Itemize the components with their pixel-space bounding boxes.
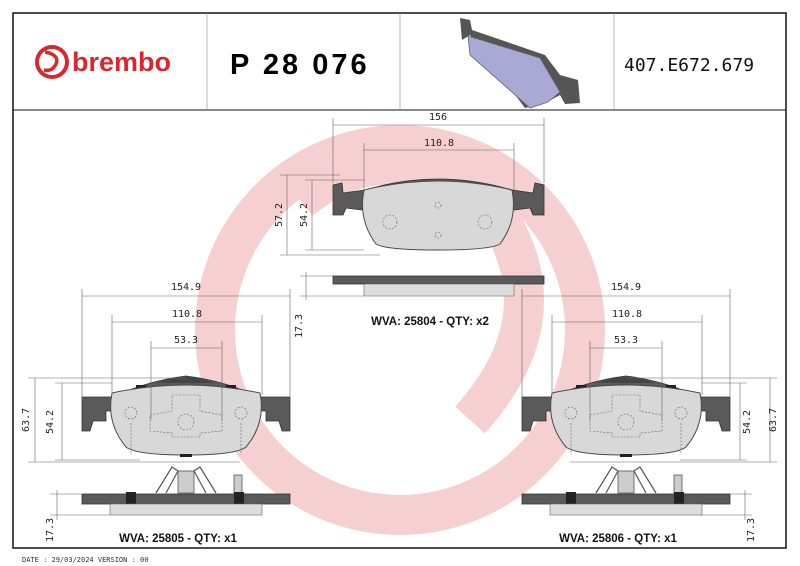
brembo-logo: brembo <box>35 45 171 79</box>
date-version: DATE : 29/03/2024 VERSION : 00 <box>22 556 148 564</box>
svg-text:156: 156 <box>429 112 447 123</box>
top-pad-dimensions: 156 110.8 57.2 54.2 17.3 <box>274 112 545 338</box>
svg-text:54.2: 54.2 <box>45 410 56 434</box>
left-pad-label: WVA: 25805 - QTY: x1 <box>119 533 237 545</box>
svg-text:17.3: 17.3 <box>746 518 757 542</box>
reference-code: 407.E672.679 <box>624 55 754 76</box>
svg-text:110.8: 110.8 <box>612 309 642 320</box>
drawing-frame <box>12 12 787 549</box>
svg-text:154.9: 154.9 <box>611 282 641 293</box>
top-pad-label: WVA: 25804 - QTY: x2 <box>371 316 489 328</box>
svg-text:63.7: 63.7 <box>21 408 32 432</box>
svg-text:17.3: 17.3 <box>45 518 56 542</box>
brand-name: brembo <box>72 47 171 77</box>
svg-text:57.2: 57.2 <box>274 203 285 227</box>
svg-text:17.3: 17.3 <box>294 314 305 338</box>
part-number: P 28 076 <box>230 49 370 81</box>
pad-preview-image <box>460 18 580 109</box>
svg-text:110.8: 110.8 <box>424 138 454 149</box>
svg-text:154.9: 154.9 <box>171 282 201 293</box>
svg-text:63.7: 63.7 <box>768 408 779 432</box>
right-pad-label: WVA: 25806 - QTY: x1 <box>559 533 677 545</box>
svg-text:53.3: 53.3 <box>614 335 638 346</box>
svg-text:110.8: 110.8 <box>172 309 202 320</box>
svg-text:54.2: 54.2 <box>742 410 753 434</box>
top-pad-drawing <box>332 178 545 297</box>
svg-text:54.2: 54.2 <box>299 203 310 227</box>
left-pad-dimensions: 154.9 110.8 53.3 63.7 54.2 17.3 <box>21 282 291 542</box>
right-pad-dimensions: 154.9 110.8 53.3 63.7 54.2 17.3 <box>521 282 779 542</box>
svg-text:53.3: 53.3 <box>174 335 198 346</box>
